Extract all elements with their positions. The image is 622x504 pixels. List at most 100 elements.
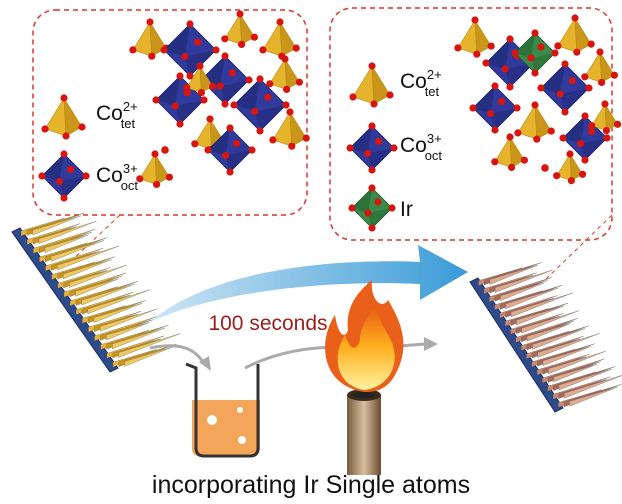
octahedron: [541, 164, 549, 172]
oxygen: [245, 76, 253, 84]
octahedron: [346, 122, 398, 174]
face: [505, 63, 534, 87]
oxygen: [514, 129, 522, 137]
oxygen: [368, 62, 376, 70]
oxygen: [60, 150, 68, 158]
label: Co3+ oct: [96, 161, 138, 193]
nanoneedle: [32, 215, 81, 236]
right-panel-frame: [329, 7, 613, 241]
oxygen: [553, 172, 561, 180]
oxygen: [153, 180, 161, 188]
oxygen: [60, 194, 68, 202]
tetrahedron: [554, 14, 595, 56]
nanoneedle: [99, 308, 158, 332]
nanoneedle: [532, 328, 586, 350]
oxygen: [375, 137, 383, 145]
charge: 2+: [123, 99, 138, 114]
oxygen: [136, 175, 144, 183]
oxygen: [259, 46, 267, 54]
tetrahedron: [581, 48, 619, 86]
oxygen: [238, 40, 246, 49]
oxygen: [222, 151, 230, 160]
oxygen: [537, 84, 545, 92]
oxygen: [556, 90, 564, 98]
octahedron: [348, 184, 396, 232]
oxygen: [176, 120, 184, 128]
face: [515, 33, 535, 58]
burner: [347, 389, 381, 475]
oxygen: [368, 184, 376, 192]
face: [350, 126, 372, 154]
oxygen: [581, 73, 589, 81]
tetrahedron: [41, 94, 86, 140]
oxygen: [587, 40, 595, 48]
oxygen: [602, 127, 611, 135]
element: Co: [400, 134, 427, 157]
oxygen: [473, 50, 481, 58]
oxygen: [498, 97, 506, 105]
oxygen: [573, 48, 581, 56]
face: [509, 136, 525, 168]
oxygen: [230, 101, 238, 109]
oxygen: [581, 156, 589, 164]
face: [225, 150, 252, 172]
flame: [325, 280, 404, 392]
oxygen: [577, 139, 585, 148]
oxygen: [513, 104, 521, 112]
nanoneedle: [500, 282, 544, 301]
oxygen: [248, 146, 256, 154]
octahedron: [469, 82, 521, 134]
nanoneedle: [44, 234, 89, 253]
oxygen: [601, 100, 609, 108]
nanoneedle: [495, 269, 553, 293]
process-arrow: [150, 245, 468, 322]
oxygen: [264, 93, 272, 101]
oxygen: [38, 172, 46, 180]
oxygen: [598, 78, 606, 86]
oxygen: [533, 135, 541, 143]
oxygen: [554, 42, 562, 50]
oxygen: [283, 85, 291, 93]
oxygen: [221, 35, 229, 43]
label: Co3+ oct: [400, 131, 442, 163]
oxygen: [183, 84, 191, 92]
tetrahedron: [269, 108, 310, 150]
face: [531, 53, 555, 73]
oxygen: [541, 164, 549, 172]
oxygen: [568, 77, 576, 85]
face: [42, 154, 64, 182]
arrow-label: 100 seconds: [208, 312, 327, 335]
nanoneedle: [569, 386, 618, 407]
nanoneedle: [124, 346, 173, 367]
arrowhead: [424, 337, 438, 351]
oxygen: [221, 52, 229, 60]
face: [352, 188, 372, 213]
oxygen: [506, 133, 514, 141]
oxygen: [567, 177, 576, 185]
oxygen: [491, 82, 499, 90]
tetrahedron: [349, 62, 394, 108]
oxygen: [581, 112, 589, 120]
element: Co: [96, 164, 123, 187]
oxygen: [161, 146, 169, 154]
face: [164, 24, 190, 57]
oxygen: [251, 107, 259, 116]
octahedron: [511, 29, 559, 77]
tetrahedron: [129, 18, 170, 60]
oxygen: [506, 35, 514, 43]
oxygen: [588, 122, 596, 130]
oxygen: [165, 173, 173, 181]
oxygen: [200, 96, 208, 104]
oxygen: [471, 16, 479, 24]
octahedron: [204, 124, 256, 176]
nanoneedle: [75, 278, 120, 297]
face: [367, 148, 394, 170]
face: [371, 65, 391, 105]
nanoneedle: [57, 245, 120, 271]
oxygen: [454, 44, 462, 52]
face: [580, 138, 607, 160]
substrate-plate: [469, 277, 564, 413]
step-arrow: [149, 344, 207, 366]
nanoneedle: [558, 368, 612, 391]
